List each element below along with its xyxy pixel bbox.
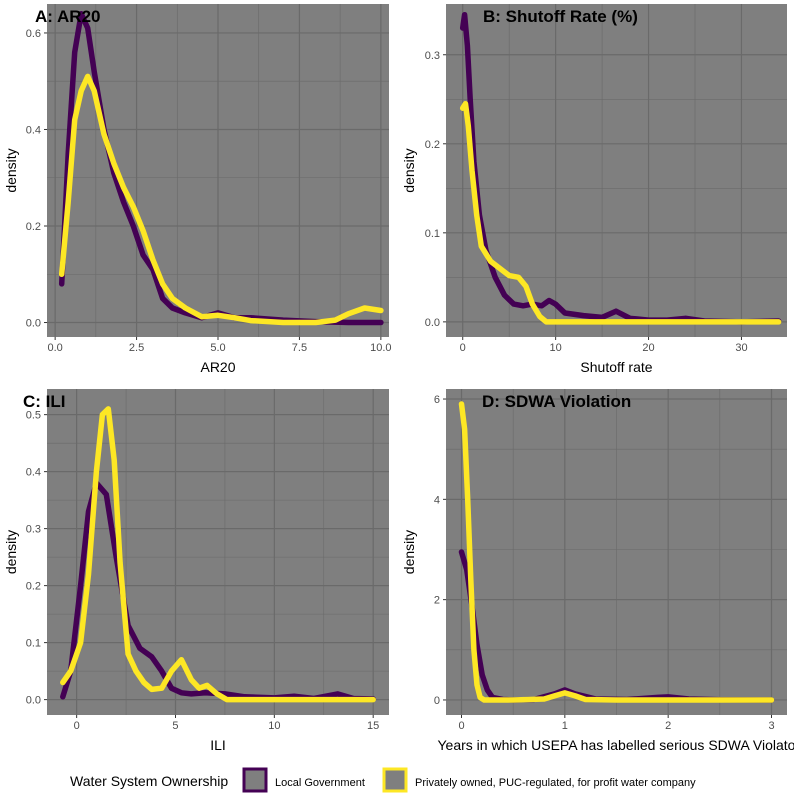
- y-tick-label: 0.0: [26, 318, 41, 330]
- x-tick-label: 30: [735, 342, 747, 354]
- legend-title: Water System Ownership: [70, 773, 228, 789]
- x-tick-label: 0.0: [47, 342, 62, 354]
- y-tick-label: 0.4: [26, 124, 41, 136]
- x-tick-label: 0: [460, 342, 466, 354]
- plot-background: [446, 4, 787, 337]
- x-tick-label: 5.0: [210, 342, 225, 354]
- panel-title: A: AR20: [35, 7, 101, 26]
- x-axis-title: Years in which USEPA has labelled seriou…: [438, 737, 794, 753]
- x-tick-label: 0: [74, 720, 80, 732]
- series-line-private-company: [458, 401, 775, 703]
- panel-b: 0 10 20 30 0.0 0.1 0.2 0.3 Shutoff rate density B:…: [401, 4, 787, 375]
- x-tick-label: 10.0: [370, 342, 391, 354]
- x-tick-label: 1: [562, 720, 568, 732]
- legend-key-private-company: [382, 767, 408, 793]
- y-tick-label: 0.2: [26, 581, 41, 593]
- legend-key-local-government: [242, 767, 268, 793]
- panel-c: 0 5 10 15 0.0 0.1 0.2 0.3 0.4 0.5 ILI density C: ILI: [3, 389, 389, 753]
- y-tick-label: 0.6: [26, 28, 41, 40]
- y-tick-label: 2: [434, 595, 440, 607]
- y-tick-label: 0.0: [26, 695, 41, 707]
- x-axis-title: Shutoff rate: [580, 359, 652, 375]
- legend: Water System Ownership Local Government …: [70, 767, 696, 793]
- y-tick-label: 0.3: [425, 50, 440, 62]
- x-tick-label: 2.5: [129, 342, 144, 354]
- panel-title: B: Shutoff Rate (%): [483, 7, 638, 26]
- series-group: [458, 401, 775, 703]
- x-axis-title: AR20: [200, 359, 235, 375]
- y-tick-label: 0.1: [26, 638, 41, 650]
- panel-title: D: SDWA Violation: [482, 392, 631, 411]
- series-group: [60, 406, 376, 703]
- y-tick-label: 6: [434, 394, 440, 406]
- grid: [446, 4, 787, 337]
- x-tick-label: 7.5: [292, 342, 307, 354]
- y-tick-label: 0.1: [425, 228, 440, 240]
- panel-a: 0.0 2.5 5.0 7.5 10.0 0.0 0.2 0.4 0.6 AR20 density A…: [3, 4, 392, 375]
- y-tick-label: 0.2: [26, 221, 41, 233]
- y-axis-title: density: [3, 148, 19, 192]
- y-tick-label: 0.5: [26, 410, 41, 422]
- x-tick-label: 10: [268, 720, 280, 732]
- y-tick-label: 0: [434, 695, 440, 707]
- legend-label-local-government: Local Government: [275, 777, 365, 789]
- y-axis-title: density: [3, 530, 19, 574]
- legend-label-private-company: Privately owned, PUC-regulated, for prof…: [415, 777, 696, 789]
- grid: [47, 4, 389, 337]
- series-line-private-company: [58, 73, 384, 326]
- series-line-private-company: [459, 100, 782, 325]
- x-tick-label: 5: [172, 720, 178, 732]
- x-axis-title: ILI: [210, 737, 226, 753]
- y-tick-label: 0.2: [425, 139, 440, 151]
- x-tick-label: 10: [550, 342, 562, 354]
- y-axis-title: density: [401, 530, 417, 574]
- series-line-private-company: [60, 406, 376, 703]
- x-tick-label: 3: [768, 720, 774, 732]
- y-axis-title: density: [401, 148, 417, 192]
- y-tick-label: 0.3: [26, 524, 41, 536]
- y-tick-label: 4: [434, 494, 440, 506]
- panel-title: C: ILI: [23, 392, 66, 411]
- panels: 0.0 2.5 5.0 7.5 10.00.00.20.40.6AR20densityA…: [3, 4, 794, 753]
- y-tick-label: 0.4: [26, 467, 41, 479]
- series-group: [459, 11, 782, 325]
- x-tick-label: 0: [458, 720, 464, 732]
- panel-d: 0 1 2 3 0 2 4 6 Years in which USEPA has labelle…: [401, 389, 794, 753]
- x-tick-label: 20: [642, 342, 654, 354]
- y-tick-label: 0.0: [425, 317, 440, 329]
- series-group: [58, 10, 384, 326]
- x-tick-label: 2: [665, 720, 671, 732]
- x-tick-label: 15: [367, 720, 379, 732]
